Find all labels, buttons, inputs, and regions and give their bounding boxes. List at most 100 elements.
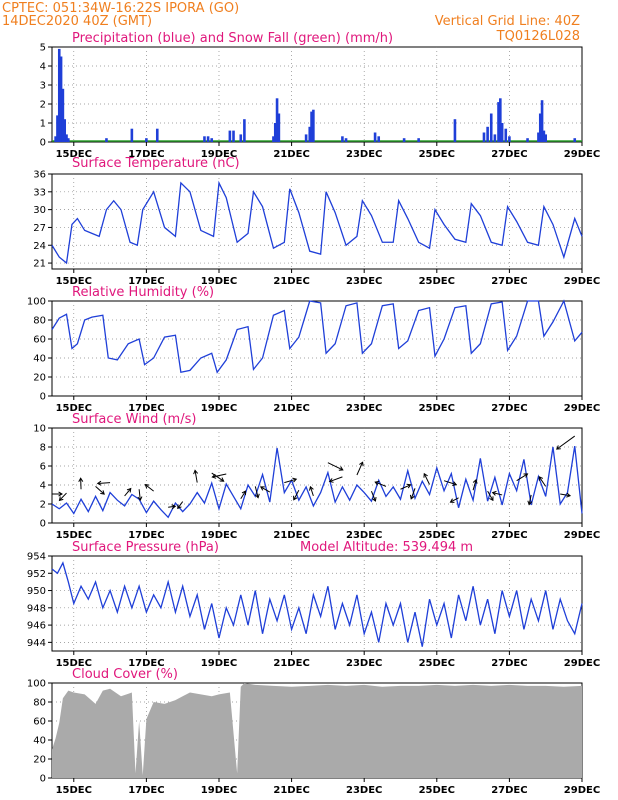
cloud-cover-title: Cloud Cover (%): [72, 667, 178, 682]
model-code: TQ0126L028: [496, 29, 580, 44]
x-tick-label: 23DEC: [346, 276, 382, 287]
x-tick-label: 25DEC: [419, 658, 455, 669]
y-tick-label: 954: [27, 552, 46, 563]
x-tick-label: 25DEC: [419, 530, 455, 541]
y-tick-label: 2: [40, 100, 46, 111]
wind-arrow: [560, 493, 571, 497]
precip-bar: [500, 123, 504, 142]
x-tick-label: 19DEC: [201, 403, 237, 414]
precip-bar: [312, 109, 315, 142]
wind-arrow-head: [193, 469, 199, 475]
y-tick-label: 0: [40, 774, 46, 785]
precip-bar: [203, 136, 206, 142]
x-tick-label: 17DEC: [128, 276, 164, 287]
x-tick-label: 21DEC: [273, 530, 309, 541]
rh-series-line: [51, 299, 583, 374]
pressure-title: Surface Pressure (hPa): [72, 540, 219, 555]
wind-arrow: [327, 462, 344, 471]
precip-bar: [373, 132, 377, 142]
y-tick-label: 8: [40, 443, 46, 454]
pressure-panel: Surface Pressure (hPa) Model Altitude: 5…: [27, 540, 600, 669]
wind-arrow-head: [371, 496, 377, 502]
wind-arrow: [538, 476, 547, 487]
x-tick-label: 19DEC: [201, 658, 237, 669]
x-tick-label: 17DEC: [128, 530, 164, 541]
x-tick-label: 19DEC: [201, 530, 237, 541]
x-tick-label: 15DEC: [56, 658, 92, 669]
x-tick-label: 19DEC: [201, 276, 237, 287]
y-tick-label: 0: [40, 519, 46, 530]
x-tick-label: 25DEC: [419, 149, 455, 160]
wind-arrow: [329, 476, 343, 483]
wind-arrow-head: [527, 500, 533, 506]
x-tick-label: 21DEC: [273, 149, 309, 160]
x-tick-label: 29DEC: [564, 276, 600, 287]
wind-arrow-head: [472, 478, 478, 484]
x-tick-label: 15DEC: [56, 785, 92, 796]
y-tick-label: 0: [40, 392, 46, 403]
x-tick-label: 29DEC: [564, 785, 600, 796]
y-tick-label: 0: [40, 138, 46, 149]
x-tick-label: 29DEC: [564, 658, 600, 669]
x-tick-label: 15DEC: [56, 276, 92, 287]
humidity-panel: Relative Humidity (%) 0 20 40 60 80 100 15DEC 1…: [27, 285, 600, 414]
precip-bar: [538, 113, 542, 142]
precip-bar: [482, 132, 486, 142]
wind-series-line: [51, 445, 583, 519]
wind-title: Surface Wind (m/s): [72, 412, 196, 427]
precip-bar: [145, 138, 148, 142]
y-tick-label: 6: [40, 462, 46, 473]
wind-arrow-head: [126, 487, 132, 493]
wind-arrow-head: [491, 490, 497, 496]
precip-bar: [61, 88, 65, 142]
y-tick-label: 36: [33, 170, 46, 181]
wind-arrow: [124, 488, 132, 497]
plot-frame: [51, 555, 583, 652]
wind-arrow: [212, 473, 227, 478]
x-tick-label: 29DEC: [564, 149, 600, 160]
wind-arrow-head: [338, 466, 344, 471]
y-tick-label: 80: [33, 316, 46, 327]
wind-arrow: [194, 470, 198, 483]
x-tick-label: 27DEC: [491, 530, 527, 541]
wind-arrow-head: [144, 484, 150, 489]
wind-arrow: [556, 435, 576, 450]
y-tick-label: 20: [33, 373, 46, 384]
precip-bar: [57, 48, 61, 142]
precip-bar: [130, 128, 134, 142]
wind-arrow: [516, 473, 528, 482]
wind-arrow-head: [254, 493, 260, 499]
precip-bar: [540, 100, 544, 142]
precip-bar: [63, 119, 67, 142]
y-tick-label: 100: [27, 297, 46, 308]
wind-arrow-head: [555, 445, 561, 450]
precip-bar: [54, 136, 57, 142]
wind-arrow-head: [78, 477, 84, 482]
wind-arrow: [375, 481, 387, 487]
wind-arrow: [472, 479, 477, 491]
plot-frame: [51, 173, 583, 270]
x-tick-label: 27DEC: [491, 276, 527, 287]
wind-arrow-head: [489, 496, 494, 502]
station-header: CPTEC: 051:34W-16:22S IPORA (GO): [2, 1, 239, 16]
precip-bar: [493, 134, 497, 142]
wind-arrow: [97, 482, 111, 484]
wind-arrow-head: [423, 472, 428, 478]
wind-arrow-head: [452, 481, 458, 487]
wind-arrow: [450, 497, 459, 503]
precip-bar: [155, 128, 159, 142]
wind-arrow: [177, 501, 184, 509]
y-tick-label: 946: [27, 621, 46, 632]
y-tick-label: 944: [27, 638, 46, 649]
wind-arrow: [528, 494, 532, 505]
wind-arrow: [492, 492, 503, 496]
precip-bar: [272, 136, 275, 142]
wind-arrow: [309, 486, 314, 497]
precip-bar: [67, 138, 70, 142]
precip-bar: [542, 130, 546, 142]
y-tick-label: 30: [33, 205, 46, 216]
precip-bar: [105, 138, 108, 142]
wind-arrow-head: [58, 496, 64, 502]
precip-bar: [344, 138, 348, 142]
